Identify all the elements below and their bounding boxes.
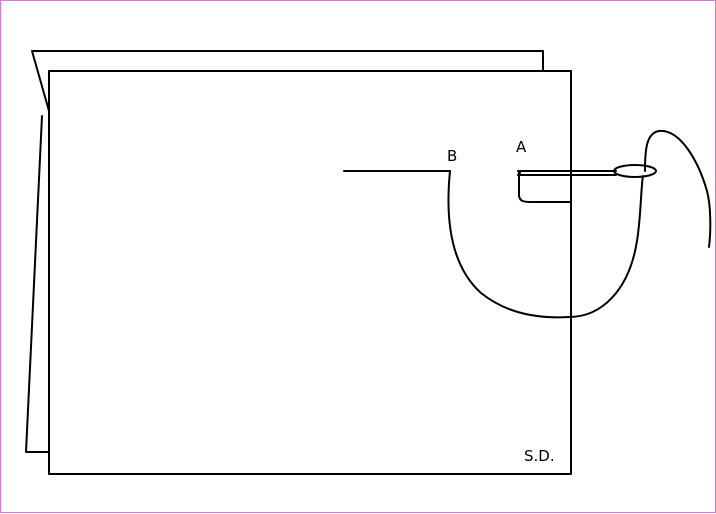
label-a: A — [516, 138, 527, 156]
thread-loop — [447, 170, 644, 319]
thread-tail — [644, 129, 712, 248]
thread-through-fabric — [518, 172, 572, 203]
needle-tip — [517, 170, 521, 176]
needle — [518, 170, 617, 176]
needle-eye — [613, 164, 657, 178]
front-fabric-layer — [48, 70, 572, 475]
label-b: B — [447, 147, 457, 165]
signature-label: S.D. — [524, 447, 555, 465]
back-fabric-layer — [25, 50, 544, 453]
